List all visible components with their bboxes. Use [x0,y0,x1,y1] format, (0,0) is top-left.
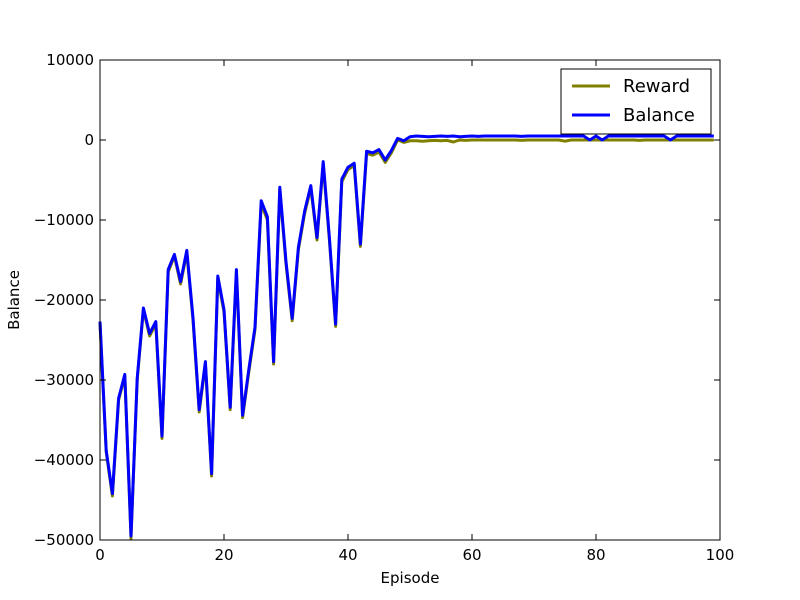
series-line-balance [98,134,714,538]
y-tick-label: −50000 [34,531,94,549]
x-tick-label: 0 [95,546,105,564]
y-tick-label: 10000 [46,51,94,69]
x-tick-label: 40 [338,546,357,564]
legend-label-reward: Reward [623,76,690,97]
series-layer [98,134,714,540]
y-tick-label: −20000 [34,291,94,309]
y-tick-label: 0 [84,131,94,149]
legend-box [560,68,712,135]
ticks-layer [99,59,721,541]
x-axis-label: Episode [381,569,440,587]
x-tick-label: 80 [586,546,605,564]
x-tick-label: 20 [214,546,233,564]
x-tick-label: 100 [706,546,735,564]
y-tick-label: −10000 [34,211,94,229]
plot-frame [99,59,721,541]
tick-labels-layer: 0 20 40 60 80 100 10000 0 −10000 −20000 −30000 −400… [34,51,735,564]
legend-label-balance: Balance [623,105,695,126]
legend: Reward Balance [560,68,712,135]
y-tick-label: −40000 [34,451,94,469]
y-axis-label: Balance [5,270,23,330]
x-tick-label: 60 [462,546,481,564]
y-tick-label: −30000 [34,371,94,389]
